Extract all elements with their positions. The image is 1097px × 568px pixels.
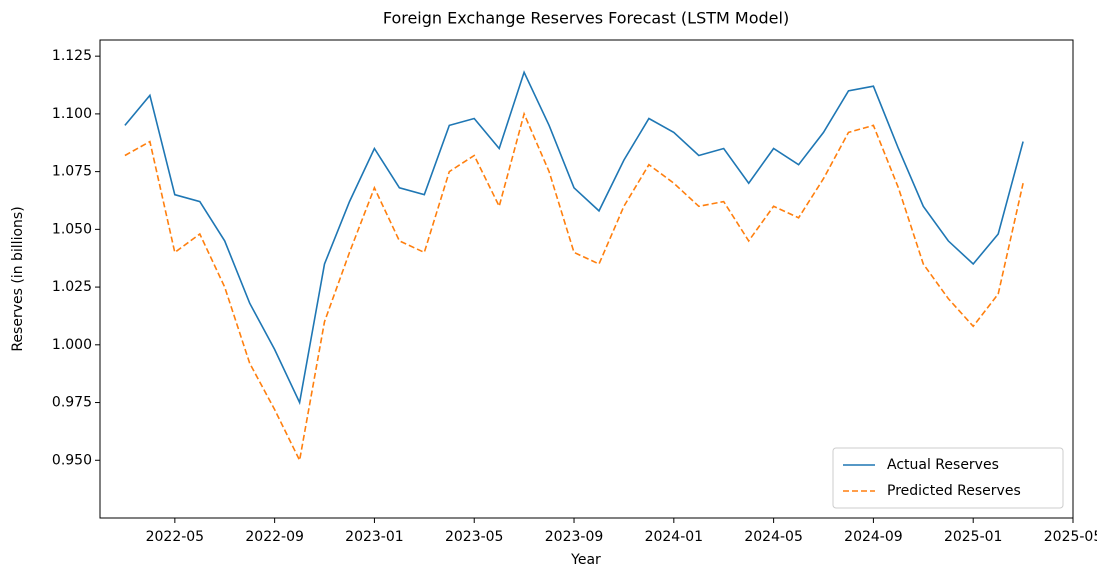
- y-axis-label: Reserves (in billions): [10, 206, 26, 351]
- series-line: [124, 70, 1024, 406]
- x-tick-label: 2023-09: [545, 529, 604, 545]
- x-tick-label: 2024-01: [645, 529, 704, 545]
- x-tick-label: 2022-05: [146, 529, 205, 545]
- x-tick-label: 2024-09: [844, 529, 903, 545]
- y-tick-label: 1.000: [52, 337, 92, 353]
- x-tick-label: 2025-01: [944, 529, 1003, 545]
- y-tick-label: 0.950: [52, 452, 92, 468]
- series-line: [124, 111, 1024, 463]
- legend-label: Predicted Reserves: [887, 483, 1021, 499]
- legend-label: Actual Reserves: [887, 457, 999, 473]
- y-tick-label: 1.050: [52, 221, 92, 237]
- y-tick-label: 1.125: [52, 48, 92, 64]
- x-axis-label: Year: [570, 552, 601, 568]
- y-tick-label: 1.075: [52, 164, 92, 180]
- x-tick-label: 2025-05: [1044, 529, 1097, 545]
- plot-frame: [99, 39, 1074, 519]
- legend-box: [832, 447, 1064, 509]
- y-tick-label: 1.100: [52, 106, 92, 122]
- x-tick-label: 2024-05: [744, 529, 803, 545]
- chart-title: Foreign Exchange Reserves Forecast (LSTM…: [383, 9, 789, 28]
- y-tick-label: 1.025: [52, 279, 92, 295]
- x-tick-label: 2023-05: [445, 529, 504, 545]
- x-tick-label: 2022-09: [245, 529, 304, 545]
- y-tick-label: 0.975: [52, 395, 92, 411]
- x-tick-label: 2023-01: [345, 529, 404, 545]
